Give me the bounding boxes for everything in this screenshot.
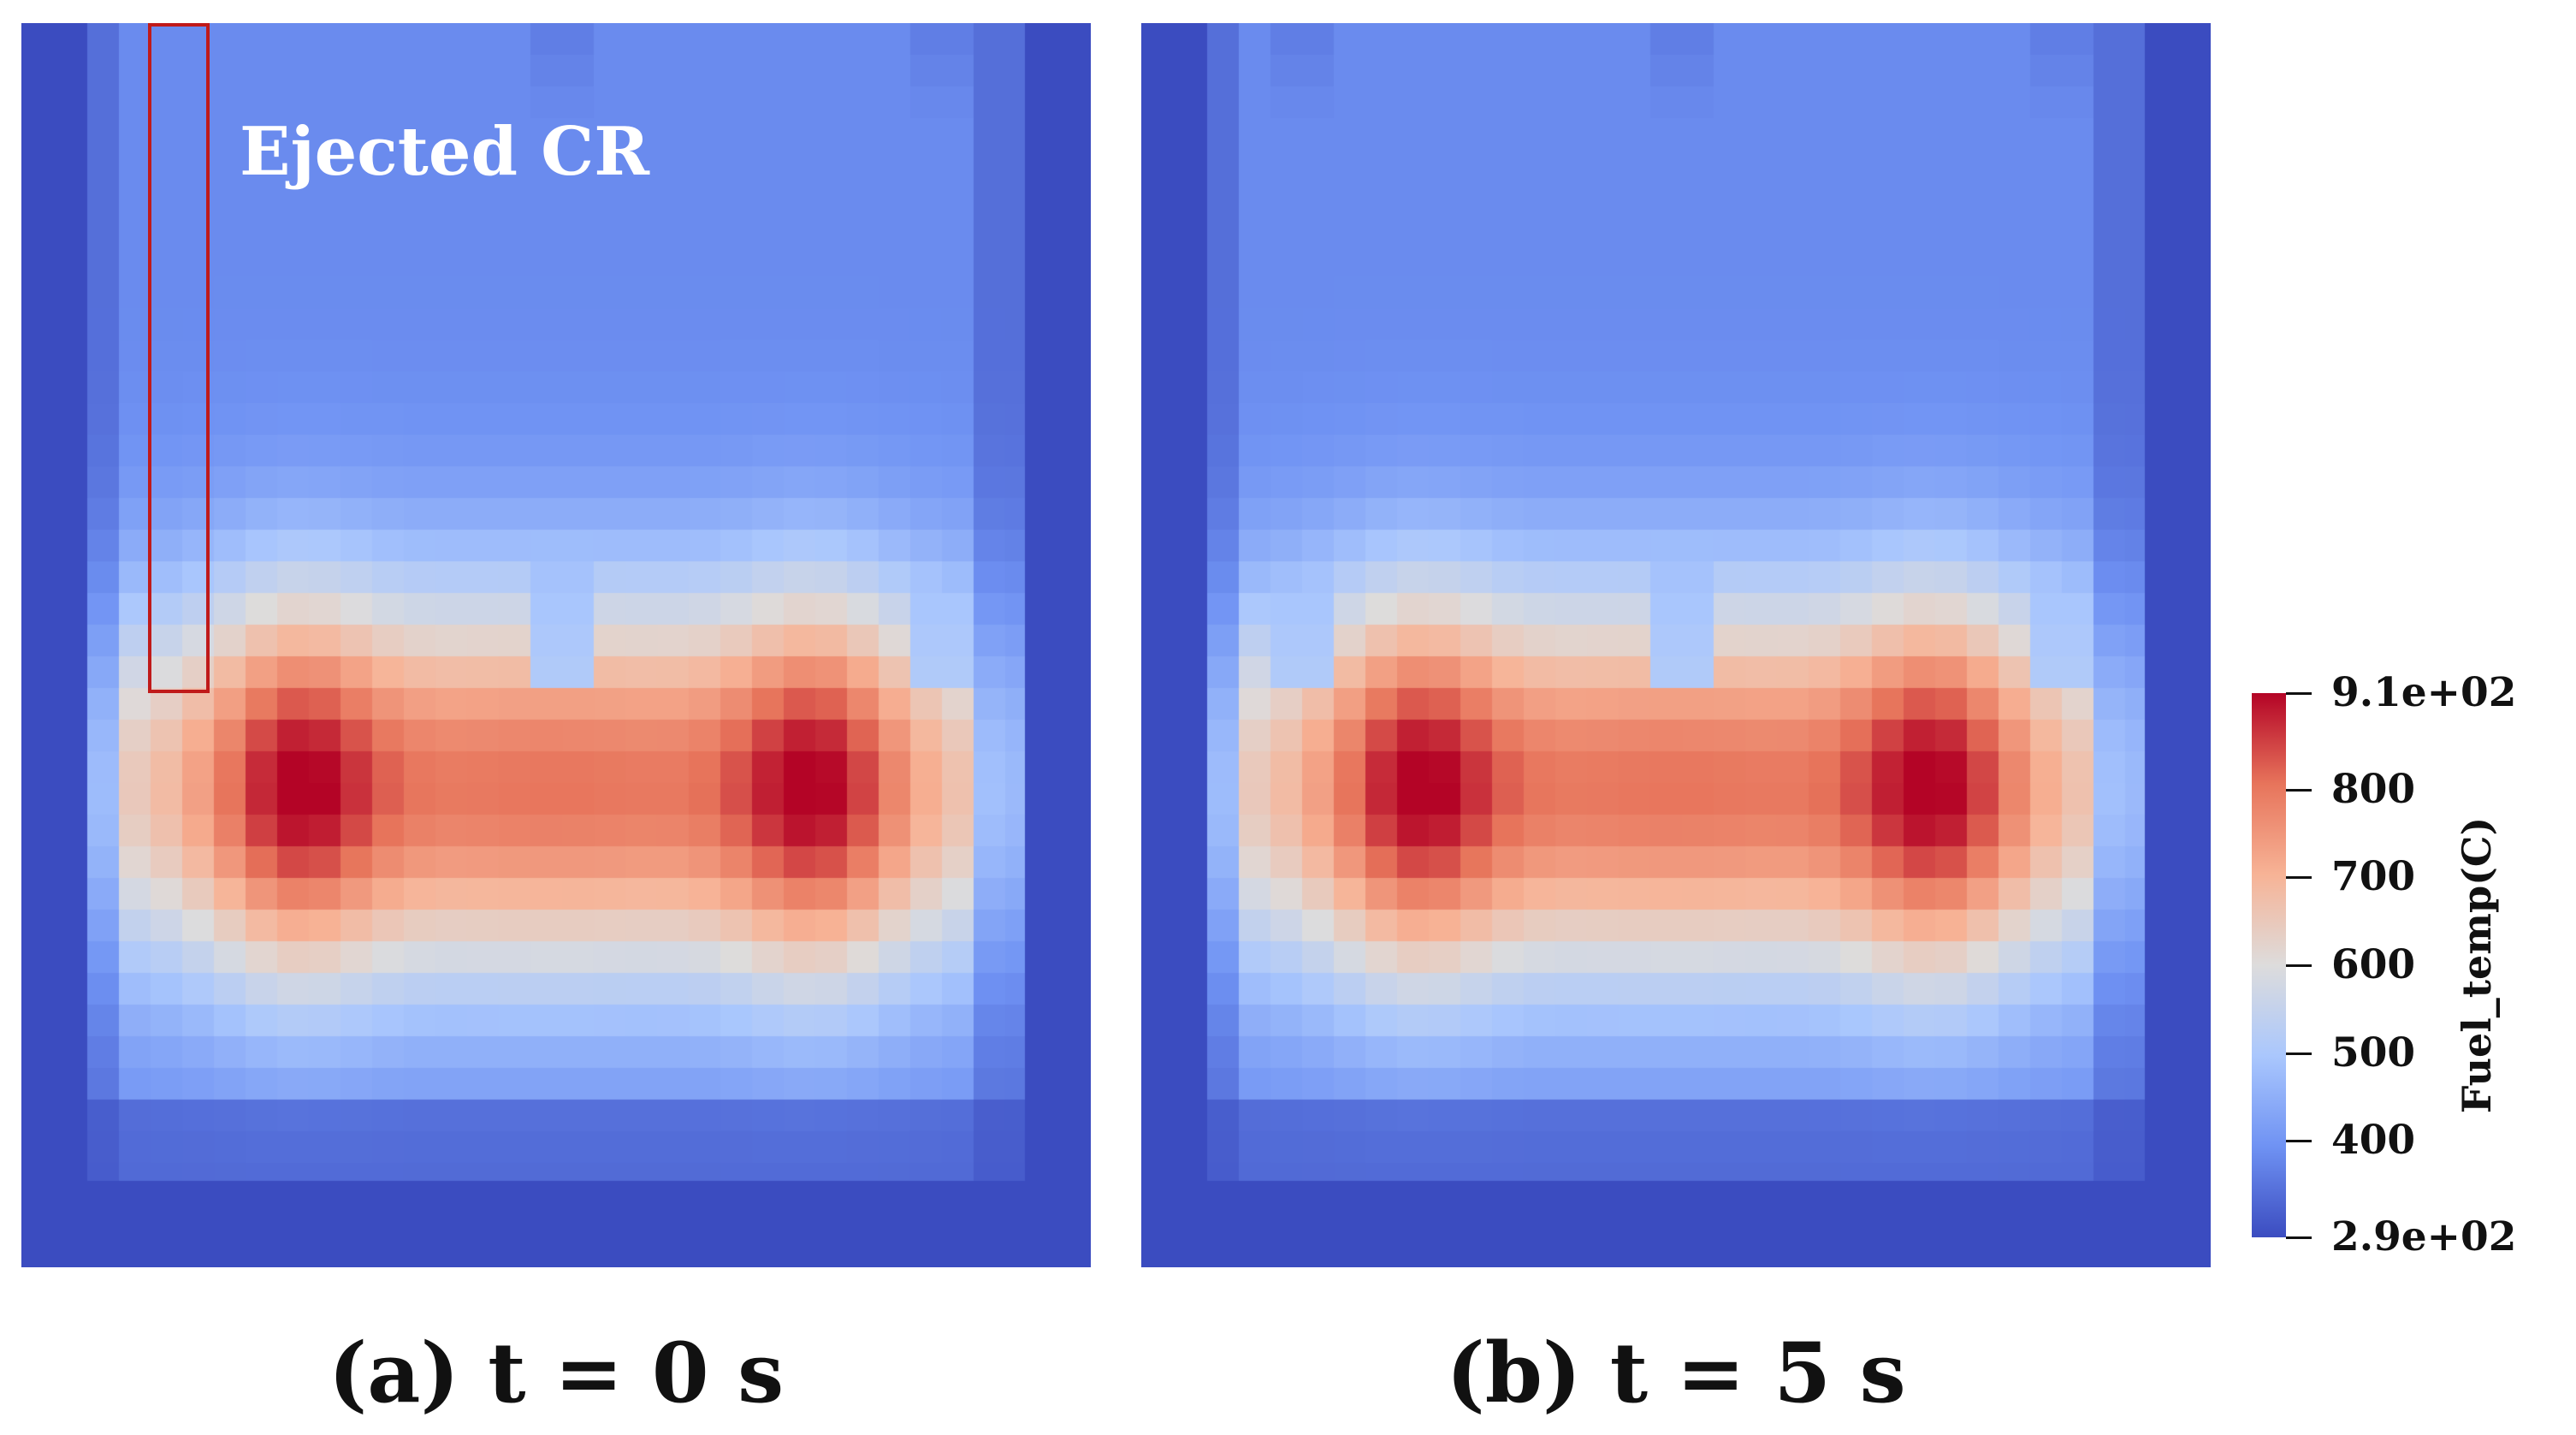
- colorbar-tick: [2286, 876, 2312, 880]
- colorbar-tick-label: 700: [2331, 853, 2416, 901]
- colorbar-tick: [2286, 964, 2312, 967]
- colorbar-tick-label: 9.1e+02: [2331, 669, 2517, 716]
- colorbar-tick-label: 800: [2331, 765, 2416, 813]
- heatmap-t0: [21, 23, 1091, 1267]
- caption-t5: (b) t = 5 s: [1446, 1325, 1906, 1421]
- caption-t0: (a) t = 0 s: [328, 1325, 785, 1421]
- heatmap-t5: [1141, 23, 2211, 1267]
- colorbar-tick: [2286, 1140, 2312, 1143]
- colorbar-tick-label: 2.9e+02: [2331, 1213, 2517, 1260]
- panel-t5-heatmap: [1141, 23, 2211, 1267]
- colorbar-tick: [2286, 1052, 2312, 1055]
- colorbar-tick-label: 400: [2331, 1117, 2416, 1165]
- colorbar-tick-label: 600: [2331, 941, 2416, 988]
- colorbar-title: Fuel_temp(C): [2454, 816, 2500, 1114]
- colorbar: [2252, 693, 2286, 1237]
- ejected-cr-box: [148, 23, 210, 693]
- panel-t0-heatmap: Ejected CR: [21, 23, 1091, 1267]
- ejected-cr-label: Ejected CR: [240, 113, 650, 191]
- colorbar-tick-label: 500: [2331, 1029, 2416, 1076]
- colorbar-tick: [2286, 1236, 2312, 1239]
- colorbar-tick: [2286, 692, 2312, 695]
- colorbar-tick: [2286, 788, 2312, 792]
